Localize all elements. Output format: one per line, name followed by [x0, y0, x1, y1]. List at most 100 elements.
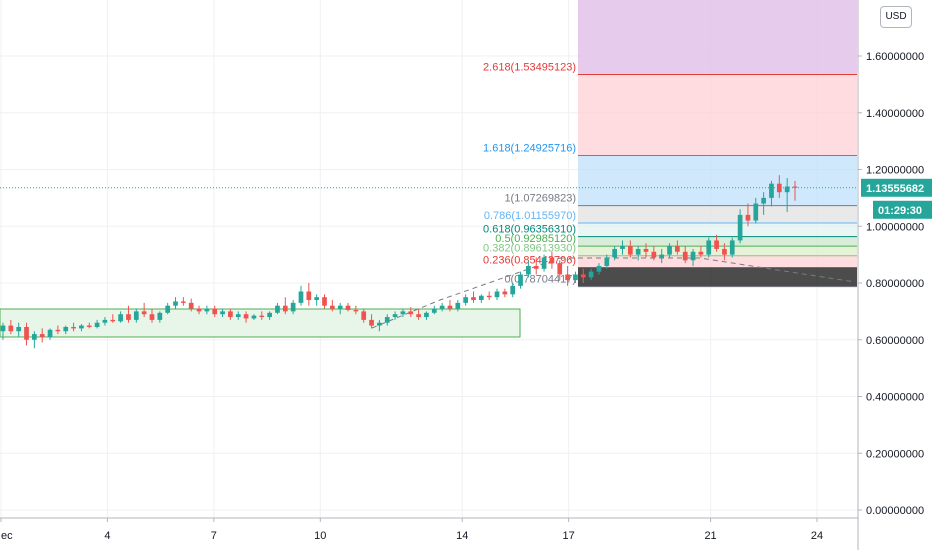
y-tick-label-4: 0.80000000 [866, 278, 924, 290]
y-tick-label-0: 0.00000000 [866, 505, 924, 517]
candle-body-33 [259, 315, 265, 318]
chart-grid [0, 0, 858, 518]
fib-label-3: 0.786(1.01155970) [484, 210, 576, 222]
fib-zone-5 [578, 246, 857, 256]
candle-body-3 [24, 326, 29, 340]
candle-body-57 [447, 305, 453, 309]
candle-body-17 [133, 311, 139, 320]
candle-body-52 [408, 311, 414, 315]
candle-body-4 [32, 334, 37, 340]
candle-body-29 [228, 311, 233, 318]
y-tick-label-2: 0.40000000 [866, 392, 924, 404]
candle-body-83 [651, 251, 657, 258]
x-tick-label-6: 21 [704, 530, 716, 542]
candle-body-0 [0, 325, 6, 332]
candle-body-26 [204, 308, 210, 312]
axes [0, 0, 859, 550]
fib-label-2: 1(1.07269823) [504, 193, 576, 205]
candle-body-101 [792, 186, 798, 188]
candle-body-89 [698, 251, 704, 255]
candle-body-65 [510, 285, 516, 295]
candle-body-44 [345, 305, 351, 310]
candle-body-79 [620, 246, 625, 249]
candle-body-10 [79, 325, 84, 329]
candle-body-5 [39, 334, 45, 337]
candle-body-13 [102, 319, 108, 323]
candle-body-1 [8, 325, 14, 332]
candle-body-32 [251, 315, 257, 319]
fib-zones [578, 0, 857, 287]
candle-body-43 [337, 305, 343, 309]
candle-body-68 [533, 265, 539, 269]
candle-body-94 [737, 214, 743, 241]
y-axis-labels[interactable]: 0.00000000 0.20000000 0.40000000 0.60000000… [858, 51, 924, 517]
candle-body-100 [784, 186, 790, 193]
candle-body-20 [157, 312, 163, 320]
candle-body-55 [431, 308, 437, 313]
countdown-badge-text: 01:29:30 [878, 205, 922, 217]
candle-body-31 [243, 314, 249, 319]
candle-body-81 [635, 248, 641, 255]
x-tick-label-7: 24 [811, 530, 823, 542]
candle-body-49 [384, 317, 390, 323]
candle-body-75 [588, 271, 594, 278]
candle-body-78 [612, 248, 617, 258]
candle-body-85 [667, 246, 672, 255]
x-tick-label-4: 14 [456, 530, 468, 542]
candle-body-40 [314, 297, 320, 301]
candle-body-22 [173, 301, 178, 306]
candle-body-48 [377, 322, 382, 326]
candle-body-99 [776, 183, 782, 193]
fib-zone-2 [578, 205, 857, 223]
fib-label-6: 0.382(0.89613930) [483, 243, 576, 255]
x-axis-labels[interactable]: ec 4 7 10 14 17 21 24 [0, 518, 823, 542]
trend-line-up [371, 257, 561, 329]
candle-body-58 [455, 302, 461, 309]
candle-body-77 [604, 257, 610, 266]
x-tick-label-0: ec [1, 530, 13, 542]
candle-body-8 [63, 326, 69, 332]
candle-body-18 [141, 311, 147, 315]
fib-zone-3 [578, 222, 857, 237]
fib-zone-6 [578, 255, 857, 268]
candle-body-11 [86, 325, 92, 327]
candle-body-30 [235, 314, 241, 318]
candles [0, 175, 798, 349]
candle-body-84 [659, 254, 665, 258]
fib-label-4: 0.618(0.96356310) [483, 224, 576, 236]
candle-body-53 [416, 314, 421, 318]
price-badge-bg [861, 178, 932, 197]
candle-body-86 [675, 246, 680, 252]
candle-body-35 [275, 305, 280, 313]
candle-body-23 [181, 301, 186, 303]
candle-body-28 [220, 311, 225, 315]
candle-body-64 [502, 291, 508, 295]
candle-body-74 [580, 274, 586, 278]
candle-body-67 [526, 265, 531, 275]
candle-body-93 [729, 240, 735, 255]
candle-body-25 [196, 308, 202, 312]
fib-zone-top [578, 0, 857, 75]
candle-body-69 [541, 257, 547, 269]
candle-body-2 [16, 326, 22, 332]
candle-body-38 [298, 291, 304, 303]
currency-badge[interactable]: USD [880, 6, 912, 28]
candle-body-50 [392, 314, 398, 318]
fib-label-5: 0.5(0.92985120) [495, 233, 576, 245]
candle-body-37 [290, 302, 296, 312]
fib-zone-0 [578, 74, 857, 156]
candle-body-12 [94, 322, 100, 327]
candle-body-16 [126, 314, 131, 320]
y-tick-label-7: 1.40000000 [866, 108, 924, 120]
candle-body-80 [627, 246, 633, 255]
candle-body-61 [478, 295, 484, 301]
candle-body-9 [71, 326, 76, 329]
candle-body-51 [400, 311, 406, 315]
fib-zone-1 [578, 155, 857, 206]
candle-body-42 [329, 305, 335, 309]
candle-body-70 [549, 257, 555, 264]
price-badges: 1.13555682 01:29:30 [861, 178, 932, 219]
candle-body-82 [643, 248, 649, 252]
candle-body-96 [753, 203, 759, 221]
